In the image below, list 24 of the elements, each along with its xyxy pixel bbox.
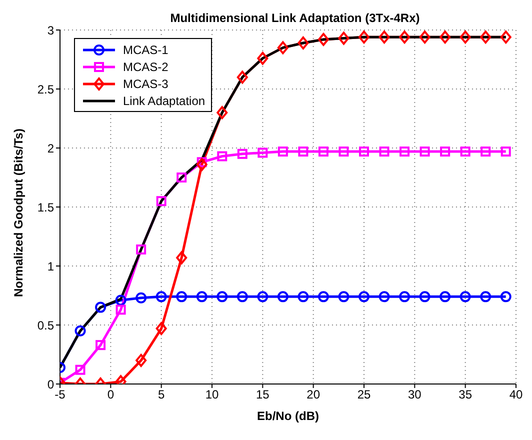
chart-title: Multidimensional Link Adaptation (3Tx-4Rx) — [170, 11, 420, 25]
legend-label: Link Adaptation — [123, 94, 206, 108]
y-tick-label: 0.5 — [37, 318, 54, 332]
x-tick-label: 20 — [306, 388, 320, 402]
legend-label: MCAS-1 — [123, 42, 168, 56]
x-tick-label: 30 — [408, 388, 422, 402]
x-axis-title: Eb/No (dB) — [257, 409, 319, 423]
x-tick-label: 25 — [357, 388, 371, 402]
legend-label: MCAS-3 — [123, 76, 168, 90]
x-tick-label: 5 — [158, 388, 165, 402]
x-tick-label: 0 — [107, 388, 114, 402]
legend-label: MCAS-2 — [123, 60, 168, 74]
y-tick-label: 2 — [47, 141, 54, 156]
y-tick-label: 1.5 — [37, 200, 54, 214]
y-tick-label: 1 — [47, 259, 54, 274]
x-tick-label: 35 — [458, 388, 472, 402]
x-tick-label: 40 — [509, 388, 523, 402]
y-tick-label: 0 — [47, 377, 54, 392]
y-tick-label: 3 — [47, 23, 54, 38]
y-tick-label: 2.5 — [37, 82, 54, 96]
y-axis-title: Normalized Goodput (Bits/Ts) — [11, 128, 26, 297]
x-tick-label: 15 — [256, 388, 270, 402]
x-tick-label: -5 — [54, 388, 66, 402]
x-tick-label: 10 — [205, 388, 219, 402]
